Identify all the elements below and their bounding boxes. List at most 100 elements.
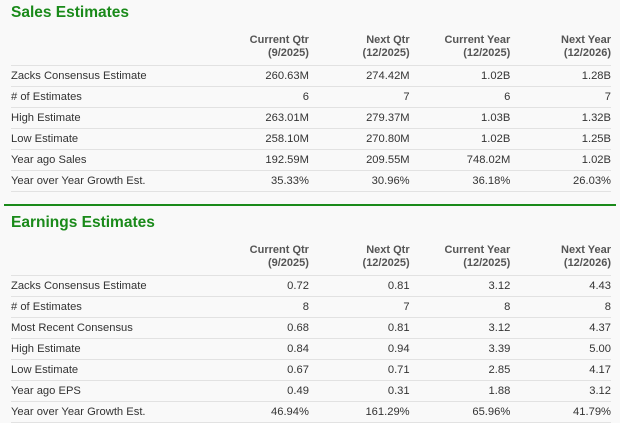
table-header-row: Current Qtr (9/2025) Next Qtr (12/2025) Cu… bbox=[11, 238, 611, 276]
cell-current-qtr: 35.33% bbox=[209, 170, 309, 192]
cell-current-year: 3.12 bbox=[409, 275, 511, 297]
header-line2: (12/2025) bbox=[362, 257, 410, 269]
header-next-qtr: Next Qtr (12/2025) bbox=[308, 238, 410, 276]
cell-next-qtr: 161.29% bbox=[308, 401, 410, 423]
table-row: Year ago EPS 0.49 0.31 1.88 3.12 bbox=[11, 380, 611, 402]
table-row: Most Recent Consensus 0.68 0.81 3.12 4.3… bbox=[11, 317, 611, 339]
cell-current-qtr: 0.68 bbox=[209, 317, 309, 339]
row-label: High Estimate bbox=[11, 338, 210, 360]
cell-next-qtr: 7 bbox=[308, 86, 410, 108]
cell-current-qtr: 0.72 bbox=[209, 275, 309, 297]
cell-current-year: 8 bbox=[409, 296, 511, 318]
cell-next-qtr: 0.81 bbox=[308, 275, 410, 297]
header-line1: Current Year bbox=[444, 244, 511, 256]
header-line2: (9/2025) bbox=[267, 257, 309, 269]
cell-next-qtr: 209.55M bbox=[308, 149, 410, 171]
cell-next-qtr: 0.71 bbox=[308, 359, 410, 381]
header-label-col bbox=[11, 28, 210, 66]
header-current-qtr: Current Qtr (9/2025) bbox=[209, 28, 309, 66]
cell-current-year: 1.88 bbox=[409, 380, 511, 402]
header-line2: (9/2025) bbox=[267, 47, 309, 59]
header-line2: (12/2025) bbox=[362, 47, 410, 59]
header-line1: Next Qtr bbox=[366, 34, 410, 46]
cell-current-qtr: 260.63M bbox=[209, 65, 309, 87]
earnings-estimates-title: Earnings Estimates bbox=[11, 214, 155, 231]
cell-current-qtr: 46.94% bbox=[209, 401, 309, 423]
cell-next-year: 1.02B bbox=[510, 149, 611, 171]
cell-next-year: 3.12 bbox=[510, 380, 611, 402]
header-line1: Current Year bbox=[444, 34, 511, 46]
table-row: High Estimate 0.84 0.94 3.39 5.00 bbox=[11, 338, 611, 360]
header-line1: Next Qtr bbox=[366, 244, 410, 256]
cell-current-qtr: 258.10M bbox=[209, 128, 309, 150]
cell-current-year: 65.96% bbox=[409, 401, 511, 423]
header-next-qtr: Next Qtr (12/2025) bbox=[308, 28, 410, 66]
cell-next-year: 4.17 bbox=[510, 359, 611, 381]
table-row: Low Estimate 0.67 0.71 2.85 4.17 bbox=[11, 359, 611, 381]
cell-next-qtr: 0.94 bbox=[308, 338, 410, 360]
cell-current-qtr: 0.67 bbox=[209, 359, 309, 381]
cell-current-year: 3.12 bbox=[409, 317, 511, 339]
cell-current-year: 1.03B bbox=[409, 107, 511, 129]
header-label-col bbox=[11, 238, 210, 276]
cell-current-qtr: 8 bbox=[209, 296, 309, 318]
cell-next-qtr: 7 bbox=[308, 296, 410, 318]
table-row: Year over Year Growth Est. 35.33% 30.96%… bbox=[11, 170, 611, 192]
cell-current-qtr: 0.84 bbox=[209, 338, 309, 360]
earnings-estimates-table: Current Qtr (9/2025) Next Qtr (12/2025) Cu… bbox=[11, 238, 611, 423]
cell-current-year: 1.02B bbox=[409, 128, 511, 150]
table-row: # of Estimates 8 7 8 8 bbox=[11, 296, 611, 318]
table-row: Year over Year Growth Est. 46.94% 161.29… bbox=[11, 401, 611, 423]
cell-current-year: 748.02M bbox=[409, 149, 511, 171]
table-header-row: Current Qtr (9/2025) Next Qtr (12/2025) Cu… bbox=[11, 28, 611, 66]
header-line1: Next Year bbox=[561, 34, 611, 46]
cell-current-year: 6 bbox=[409, 86, 511, 108]
cell-next-year: 41.79% bbox=[510, 401, 611, 423]
header-line1: Current Qtr bbox=[249, 34, 309, 46]
cell-current-qtr: 0.49 bbox=[209, 380, 309, 402]
cell-current-qtr: 263.01M bbox=[209, 107, 309, 129]
cell-next-year: 26.03% bbox=[510, 170, 611, 192]
cell-next-qtr: 270.80M bbox=[308, 128, 410, 150]
header-line2: (12/2025) bbox=[463, 47, 511, 59]
cell-next-year: 5.00 bbox=[510, 338, 611, 360]
cell-current-year: 3.39 bbox=[409, 338, 511, 360]
table-row: Low Estimate 258.10M 270.80M 1.02B 1.25B bbox=[11, 128, 611, 150]
row-label: Year ago EPS bbox=[11, 380, 210, 402]
cell-next-qtr: 279.37M bbox=[308, 107, 410, 129]
header-current-qtr: Current Qtr (9/2025) bbox=[209, 238, 309, 276]
sales-estimates-section: Sales Estimates Current Qtr (9/2025) Next… bbox=[0, 0, 620, 192]
cell-current-qtr: 192.59M bbox=[209, 149, 309, 171]
cell-next-year: 4.37 bbox=[510, 317, 611, 339]
table-row: # of Estimates 6 7 6 7 bbox=[11, 86, 611, 108]
cell-next-qtr: 30.96% bbox=[308, 170, 410, 192]
row-label: Zacks Consensus Estimate bbox=[11, 275, 210, 297]
header-line2: (12/2026) bbox=[563, 47, 611, 59]
header-line1: Current Qtr bbox=[249, 244, 309, 256]
cell-current-qtr: 6 bbox=[209, 86, 309, 108]
cell-next-year: 7 bbox=[510, 86, 611, 108]
table-row: High Estimate 263.01M 279.37M 1.03B 1.32… bbox=[11, 107, 611, 129]
cell-next-year: 4.43 bbox=[510, 275, 611, 297]
header-current-year: Current Year (12/2025) bbox=[409, 238, 511, 276]
cell-next-year: 1.25B bbox=[510, 128, 611, 150]
cell-next-year: 1.32B bbox=[510, 107, 611, 129]
cell-next-year: 1.28B bbox=[510, 65, 611, 87]
row-label: Low Estimate bbox=[11, 128, 210, 150]
row-label: High Estimate bbox=[11, 107, 210, 129]
cell-current-year: 36.18% bbox=[409, 170, 511, 192]
header-line1: Next Year bbox=[561, 244, 611, 256]
table-row: Zacks Consensus Estimate 260.63M 274.42M… bbox=[11, 65, 611, 87]
earnings-estimates-section: Earnings Estimates Current Qtr (9/2025) N… bbox=[0, 206, 620, 423]
section-divider bbox=[4, 204, 616, 206]
table-row: Zacks Consensus Estimate 0.72 0.81 3.12 … bbox=[11, 275, 611, 297]
cell-next-year: 8 bbox=[510, 296, 611, 318]
row-label: Year over Year Growth Est. bbox=[11, 170, 210, 192]
header-current-year: Current Year (12/2025) bbox=[409, 28, 511, 66]
cell-current-year: 2.85 bbox=[409, 359, 511, 381]
sales-estimates-table: Current Qtr (9/2025) Next Qtr (12/2025) Cu… bbox=[11, 28, 611, 192]
row-label: Zacks Consensus Estimate bbox=[11, 65, 210, 87]
row-label: Year ago Sales bbox=[11, 149, 210, 171]
row-label: # of Estimates bbox=[11, 296, 210, 318]
row-label: Low Estimate bbox=[11, 359, 210, 381]
